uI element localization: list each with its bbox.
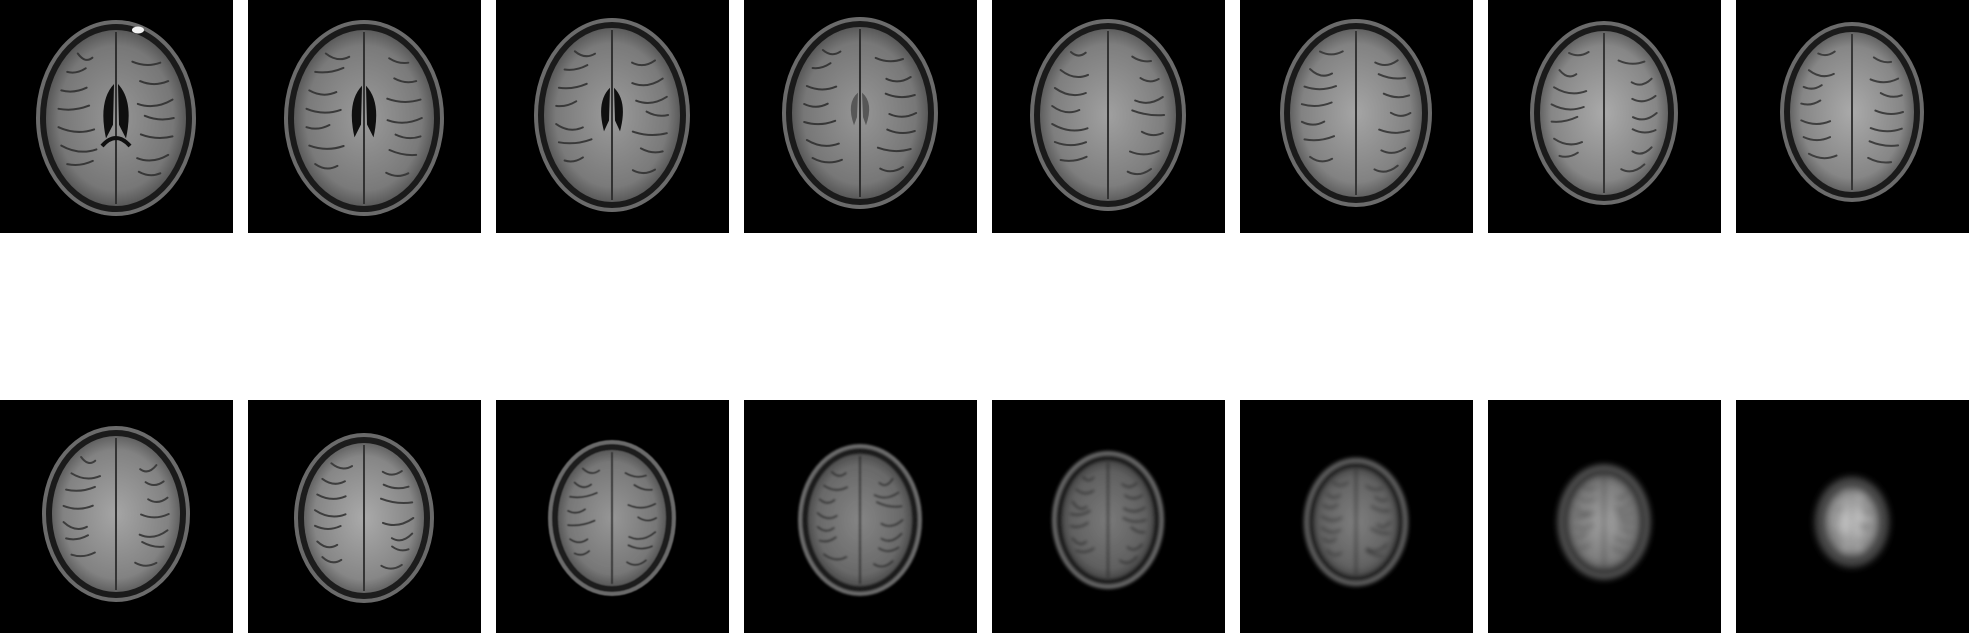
mri-slice-tile [1736, 0, 1969, 233]
mri-slice-tile [1488, 400, 1721, 633]
mri-slice-image [1052, 451, 1164, 589]
mri-slice-image [1558, 465, 1650, 579]
mri-slice-image [1530, 21, 1678, 205]
mri-slice-tile [1240, 0, 1473, 233]
mri-slice-tile [0, 0, 233, 233]
mri-slice-image [548, 440, 676, 596]
mri-slice-tile [1736, 400, 1969, 633]
mri-slice-image [782, 17, 938, 209]
slice-row-bottom [0, 400, 1970, 633]
ventricles [601, 87, 623, 132]
fiducial-marker [132, 26, 144, 34]
mri-slice-tile [248, 400, 481, 633]
mri-slice-image [534, 18, 690, 212]
mri-slice-image [42, 426, 190, 602]
mri-slice-image [36, 20, 196, 216]
ventricles [351, 85, 377, 138]
mri-slice-tile [1240, 400, 1473, 633]
mri-slice-tile [496, 400, 729, 633]
ventricles [850, 92, 870, 126]
ventricles [103, 84, 129, 139]
mri-slice-image [798, 444, 922, 596]
mri-slice-tile [248, 0, 481, 233]
mri-slice-tile [992, 400, 1225, 633]
mri-slice-image [1780, 22, 1924, 202]
mri-slice-tile [496, 0, 729, 233]
mri-slice-image [1030, 19, 1186, 211]
mri-slice-image [1816, 478, 1888, 566]
mri-slice-tile [1488, 0, 1721, 233]
mri-slice-tile [744, 400, 977, 633]
slice-row-top [0, 0, 1970, 233]
mri-slice-tile [744, 0, 977, 233]
mri-slice-image [284, 20, 444, 216]
mri-slice-tile [992, 0, 1225, 233]
mri-slice-image [294, 433, 434, 603]
mri-slice-tile [0, 400, 233, 633]
mri-slice-image [1304, 458, 1408, 586]
mri-slice-image [1280, 19, 1432, 207]
